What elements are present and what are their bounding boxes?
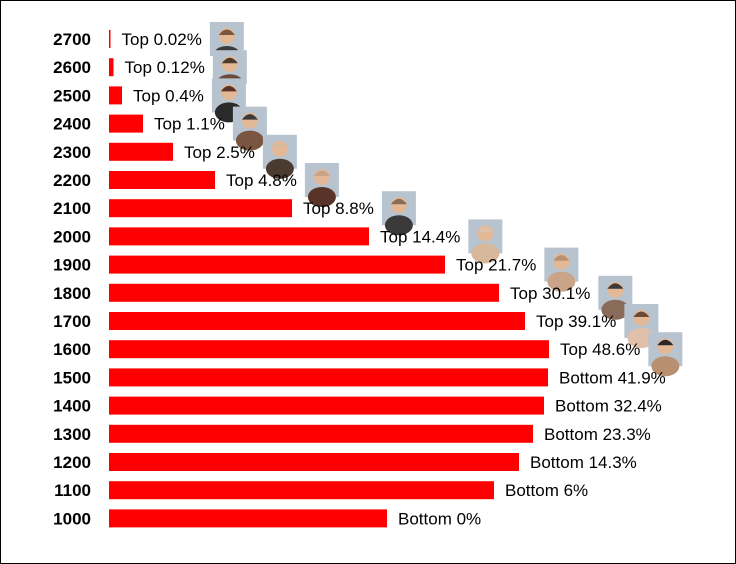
- bar-value-label: Top 2.5%: [184, 143, 255, 162]
- bar-value-label: Top 0.02%: [122, 30, 202, 49]
- bar-value-label: Bottom 41.9%: [559, 368, 666, 387]
- rating-tick-label: 1300: [53, 425, 91, 444]
- rating-tick-label: 2000: [53, 227, 91, 246]
- person-photo-icon: [381, 191, 416, 236]
- person-photo-icon: [232, 106, 267, 151]
- rating-tick-label: 2300: [53, 143, 91, 162]
- rating-tick-label: 2100: [53, 199, 91, 218]
- bar-value-label: Top 48.6%: [560, 340, 640, 359]
- bar-1400: [109, 396, 544, 415]
- person-photo-icon: [262, 134, 297, 179]
- bar-2100: [109, 199, 292, 218]
- bar-1500: [109, 368, 548, 387]
- bar-1300: [109, 424, 533, 443]
- bar-value-label: Bottom 14.3%: [530, 453, 637, 472]
- bar-1600: [109, 340, 549, 359]
- bar-value-label: Top 30.1%: [510, 284, 590, 303]
- rating-tick-label: 2700: [53, 30, 91, 49]
- bar-value-label: Top 4.8%: [226, 171, 297, 190]
- bar-2600: [109, 58, 114, 77]
- rating-tick-label: 2200: [53, 171, 91, 190]
- bar-1200: [109, 453, 519, 471]
- bar-1800: [109, 283, 499, 302]
- rating-tick-label: 1700: [53, 312, 91, 331]
- bar-value-label: Top 39.1%: [536, 312, 616, 331]
- bar-value-label: Top 1.1%: [154, 115, 225, 134]
- bar-2500: [109, 86, 122, 105]
- person-photo-icon: [598, 275, 633, 320]
- person-photo-icon: [468, 219, 503, 264]
- rating-tick-label: 1400: [53, 397, 91, 416]
- person-photo-icon: [544, 247, 579, 292]
- rating-tick-label: 1500: [53, 368, 91, 387]
- bar-2200: [109, 171, 215, 189]
- bar-1700: [109, 312, 525, 330]
- bar-1000: [109, 509, 387, 528]
- bar-value-label: Top 14.4%: [380, 227, 460, 246]
- bar-2700: [109, 30, 111, 48]
- bar-1100: [109, 481, 494, 500]
- rating-tick-label: 1900: [53, 256, 91, 275]
- bar-2300: [109, 142, 173, 161]
- rating-tick-label: 2400: [53, 115, 91, 134]
- rating-tick-label: 1200: [53, 453, 91, 472]
- rating-tick-label: 1800: [53, 284, 91, 303]
- bar-1900: [109, 255, 445, 274]
- bar-value-label: Bottom 0%: [398, 509, 481, 528]
- bar-value-label: Top 21.7%: [456, 256, 536, 275]
- bar-2400: [109, 114, 143, 133]
- rating-tick-label: 1600: [53, 340, 91, 359]
- bar-value-label: Top 0.12%: [125, 58, 205, 77]
- rating-tick-label: 1000: [53, 509, 91, 528]
- bar-value-label: Bottom 23.3%: [544, 425, 651, 444]
- rating-tick-label: 1100: [54, 481, 91, 500]
- bar-value-label: Bottom 6%: [505, 481, 588, 500]
- bar-value-label: Top 8.8%: [303, 199, 374, 218]
- bar-value-label: Top 0.4%: [133, 86, 204, 105]
- person-photo-icon: [304, 163, 339, 207]
- rating-tick-label: 2500: [53, 86, 91, 105]
- rating-tick-label: 2600: [53, 58, 91, 77]
- person-photo-icon: [648, 332, 683, 377]
- bar-2000: [109, 227, 369, 246]
- bar-value-label: Bottom 32.4%: [555, 397, 662, 416]
